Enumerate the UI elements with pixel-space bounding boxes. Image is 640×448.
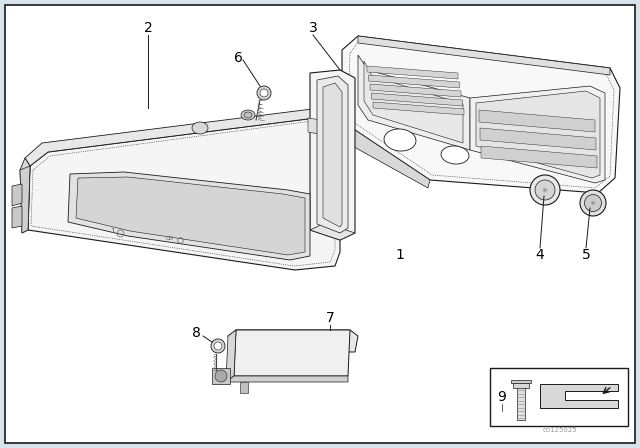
Polygon shape bbox=[371, 93, 463, 106]
Polygon shape bbox=[76, 177, 305, 255]
FancyBboxPatch shape bbox=[5, 5, 635, 443]
Circle shape bbox=[214, 342, 222, 350]
Polygon shape bbox=[308, 118, 340, 138]
Text: 5: 5 bbox=[582, 248, 590, 262]
Polygon shape bbox=[470, 86, 605, 183]
Polygon shape bbox=[476, 91, 600, 178]
Ellipse shape bbox=[530, 175, 560, 205]
Ellipse shape bbox=[241, 110, 255, 120]
Polygon shape bbox=[367, 66, 458, 79]
Circle shape bbox=[211, 339, 225, 353]
Text: 9: 9 bbox=[497, 390, 506, 404]
Text: 1: 1 bbox=[109, 228, 115, 234]
Ellipse shape bbox=[244, 112, 252, 118]
Polygon shape bbox=[332, 108, 430, 188]
Polygon shape bbox=[310, 70, 355, 240]
Polygon shape bbox=[20, 166, 30, 233]
Text: 2: 2 bbox=[143, 21, 152, 35]
Polygon shape bbox=[517, 386, 525, 420]
Ellipse shape bbox=[384, 129, 416, 151]
Circle shape bbox=[260, 89, 268, 97]
Polygon shape bbox=[540, 384, 618, 408]
Polygon shape bbox=[481, 146, 597, 168]
Polygon shape bbox=[358, 55, 470, 150]
Polygon shape bbox=[228, 330, 358, 352]
Polygon shape bbox=[358, 36, 610, 75]
Ellipse shape bbox=[535, 180, 555, 200]
Text: 4: 4 bbox=[536, 248, 545, 262]
FancyBboxPatch shape bbox=[490, 368, 628, 426]
Text: 3: 3 bbox=[308, 21, 317, 35]
Polygon shape bbox=[310, 223, 355, 240]
Polygon shape bbox=[323, 83, 342, 227]
Circle shape bbox=[257, 86, 271, 100]
Polygon shape bbox=[240, 382, 248, 393]
Polygon shape bbox=[511, 380, 531, 383]
Polygon shape bbox=[369, 75, 460, 88]
Polygon shape bbox=[226, 376, 348, 382]
Polygon shape bbox=[20, 158, 30, 233]
Polygon shape bbox=[212, 368, 230, 384]
Polygon shape bbox=[342, 36, 620, 193]
Text: 8: 8 bbox=[191, 326, 200, 340]
Polygon shape bbox=[12, 206, 22, 228]
Ellipse shape bbox=[192, 122, 208, 134]
Text: co125025: co125025 bbox=[543, 427, 577, 433]
Polygon shape bbox=[479, 110, 595, 132]
Circle shape bbox=[215, 370, 227, 382]
Polygon shape bbox=[234, 330, 350, 376]
Polygon shape bbox=[25, 108, 340, 166]
Polygon shape bbox=[68, 172, 310, 260]
Text: 1: 1 bbox=[396, 248, 404, 262]
Polygon shape bbox=[513, 383, 529, 388]
Polygon shape bbox=[317, 76, 348, 233]
Polygon shape bbox=[480, 128, 596, 150]
Polygon shape bbox=[364, 61, 463, 143]
Text: 6: 6 bbox=[234, 51, 243, 65]
Polygon shape bbox=[373, 102, 464, 115]
Polygon shape bbox=[28, 118, 340, 270]
Text: 7: 7 bbox=[326, 311, 334, 325]
Ellipse shape bbox=[580, 190, 606, 216]
Ellipse shape bbox=[441, 146, 469, 164]
Ellipse shape bbox=[584, 194, 602, 211]
Polygon shape bbox=[12, 184, 22, 206]
Polygon shape bbox=[226, 330, 236, 382]
Text: CD: CD bbox=[166, 236, 174, 241]
Polygon shape bbox=[370, 84, 461, 97]
